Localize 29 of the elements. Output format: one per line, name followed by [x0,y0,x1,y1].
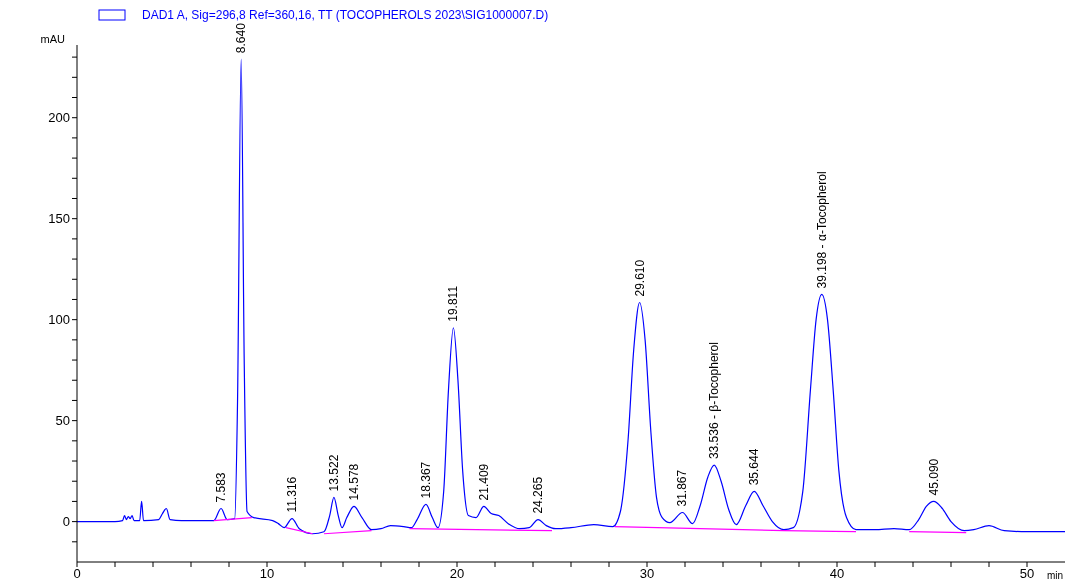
y-axis-title: mAU [40,33,66,45]
annotation: 7.583 [214,472,229,503]
annotation: 39.198 - α-Tocopherol [814,171,829,289]
x-tick-label: 10 [259,566,275,582]
annotation: 14.578 [346,463,361,501]
annotation: 8.640 [234,22,249,54]
annotation: 13.522 [326,454,341,492]
x-tick-label: 20 [449,566,465,582]
x-tick-label: 30 [639,566,655,582]
y-tick-label: 200 [48,110,70,126]
x-axis-title: min [1046,570,1063,581]
y-tick-label: 0 [62,514,70,530]
x-tick-label: 40 [829,566,845,582]
y-tick-label: 100 [48,312,70,328]
y-tick-label: 50 [55,413,70,429]
annotation: 31.867 [675,469,690,507]
x-tick-label: 0 [73,566,81,582]
annotation: 24.265 [531,476,546,514]
annotation: 35.644 [747,448,762,486]
legend-label: DAD1 A, Sig=296,8 Ref=360,16, TT (TOCOPHEROLS 2023\SIG1000007.D) [142,8,549,22]
annotation: 19.811 [446,285,461,322]
x-tick-label: 50 [1019,566,1035,582]
y-tick-label: 150 [48,211,70,227]
annotation: 29.610 [632,259,647,297]
annotation: 33.536 - β-Tocopherol [707,342,722,460]
annotation: 45.090 [926,458,941,496]
annotation: 18.367 [418,461,433,499]
annotation: 11.316 [285,476,299,513]
annotation: 21.409 [476,463,491,501]
